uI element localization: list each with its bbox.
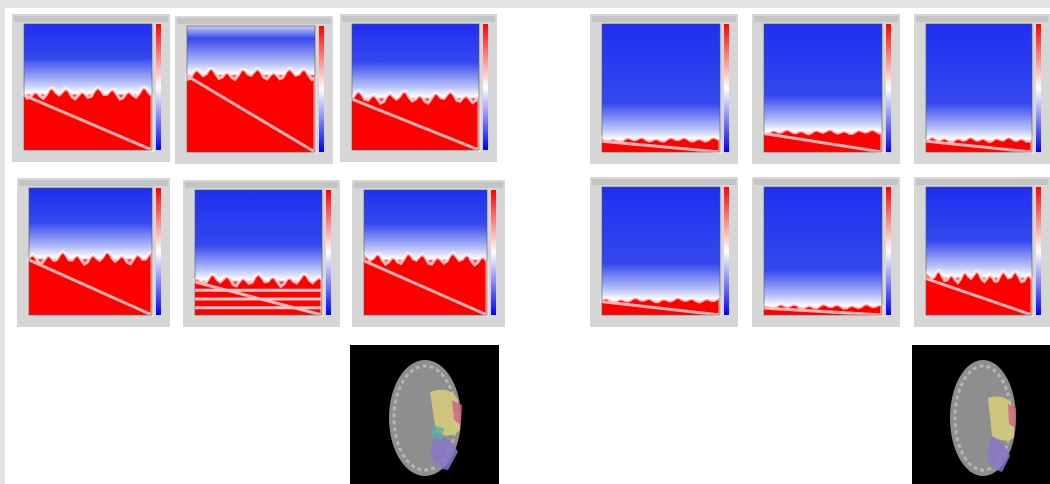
red-region [926,270,1032,315]
stripe [195,297,322,301]
region [430,432,458,470]
panels [12,14,1050,327]
spectrogram-panel [340,14,497,162]
transition-band [27,248,154,318]
panel-header [592,16,736,22]
spectrogram-panel [752,14,900,164]
region [432,425,444,440]
spectrogram-panel [590,14,738,164]
colorbar [156,188,161,315]
transition-band [22,85,154,153]
axis-box [23,23,153,151]
red-region [352,90,479,150]
red-region [29,251,152,315]
colorbar [326,190,331,315]
panel-header [177,18,331,24]
region [987,436,1010,472]
axis-box [925,23,1033,153]
axis-box [351,23,480,151]
colorbar [156,24,161,150]
transition-band [924,135,1034,154]
axis-box [363,189,488,316]
top-border [0,0,1050,8]
panel-header [185,182,338,188]
axis-box [186,25,316,153]
panel-header [592,179,736,185]
panel-header [19,180,168,186]
transition-band [924,268,1034,318]
spectrogram-panel [352,180,505,327]
colorbar [886,24,891,152]
panel-header [916,16,1048,22]
transition-band [362,249,489,318]
red-region [195,273,322,315]
colorbar [319,26,324,152]
colorbar [886,187,891,315]
colorbar [491,190,496,315]
spectrogram-panel [914,14,1050,164]
brain-image-left [350,345,499,484]
heatmap [602,187,720,315]
transition-band [762,127,884,154]
heatmap [764,187,882,315]
axis-box [763,186,883,316]
panel-header [14,16,168,22]
red-region [24,87,152,150]
spectrogram-panel [175,16,333,164]
colorbar [724,24,729,152]
colorbar [724,187,729,315]
region [988,396,1014,441]
transition-band [600,135,722,154]
transition-band [762,302,884,317]
axis-box [763,23,883,153]
axis-box [925,186,1033,316]
panel-header [754,179,898,185]
brain-image-right [912,345,1050,484]
axis-box [194,189,323,316]
panel-header [342,16,495,22]
spectrogram-panel [183,180,340,327]
spectrogram-panel [590,177,738,327]
panel-header [354,182,503,188]
region [1008,404,1016,428]
red-region [364,252,487,315]
transition-band [350,88,481,153]
red-region [187,68,315,152]
axis-box [601,186,721,316]
spectrogram-panel [12,14,170,162]
colorbar [1036,24,1041,152]
panel-header [754,16,898,22]
axis-box [601,23,721,153]
transition-band [600,294,722,317]
colorbar [483,24,488,150]
spectrogram-panel [17,178,170,327]
heatmap [926,24,1032,152]
colorbar [1036,187,1041,315]
transition-band [193,271,324,317]
spectrogram-panel [914,177,1050,327]
stripe [195,288,322,292]
transition-band [185,66,317,155]
axis-box [28,187,153,316]
panel-header [916,179,1048,185]
spectrogram-panel [752,177,900,327]
region [452,400,462,425]
stripe [195,306,322,310]
heatmap [602,24,720,152]
left-border [0,0,5,484]
